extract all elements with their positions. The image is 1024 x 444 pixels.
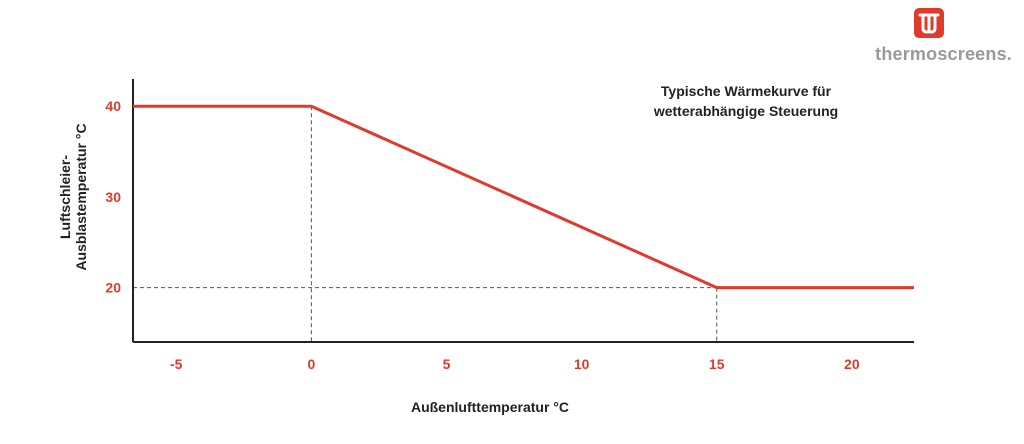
- x-axis-label: Außenlufttemperatur °C: [411, 399, 569, 415]
- y-axis-label-line: Luftschleier-: [57, 155, 73, 239]
- reference-lines: [133, 105, 718, 342]
- series: [133, 104, 914, 290]
- brand-name-suffix: .: [1006, 44, 1012, 64]
- chart-title-line: wetterabhängige Steuerung: [653, 103, 838, 119]
- x-tick-label: 5: [443, 356, 451, 372]
- brand-name: thermoscreens.: [875, 44, 1012, 65]
- x-tick-label: 20: [844, 356, 860, 372]
- y-axis-label-line: Ausblastemperatur °C: [73, 123, 89, 270]
- x-tick-label: 10: [574, 356, 590, 372]
- y-tick-label: 40: [105, 98, 121, 114]
- brand-mark-icon: [914, 8, 944, 38]
- series-line: [133, 104, 914, 290]
- y-tick-label: 30: [105, 189, 121, 205]
- brand-name-text: thermoscreens: [875, 44, 1007, 64]
- x-tick-label: 0: [307, 356, 315, 372]
- brand-logo: thermoscreens.: [842, 4, 1012, 68]
- y-tick-label: 20: [105, 280, 121, 296]
- y-axis-label: Luftschleier-Ausblastemperatur °C: [57, 123, 89, 270]
- chart-title-line: Typische Wärmekurve für: [661, 83, 832, 99]
- x-tick-label: 15: [709, 356, 725, 372]
- labels: -5 0 5 10 15 20 20 30 40 Außenlufttemperatur °C Lu…: [57, 83, 860, 415]
- axes: [132, 79, 914, 343]
- x-tick-label: -5: [170, 356, 183, 372]
- chart-title: Typische Wärmekurve für wetterabhängige S…: [653, 83, 838, 119]
